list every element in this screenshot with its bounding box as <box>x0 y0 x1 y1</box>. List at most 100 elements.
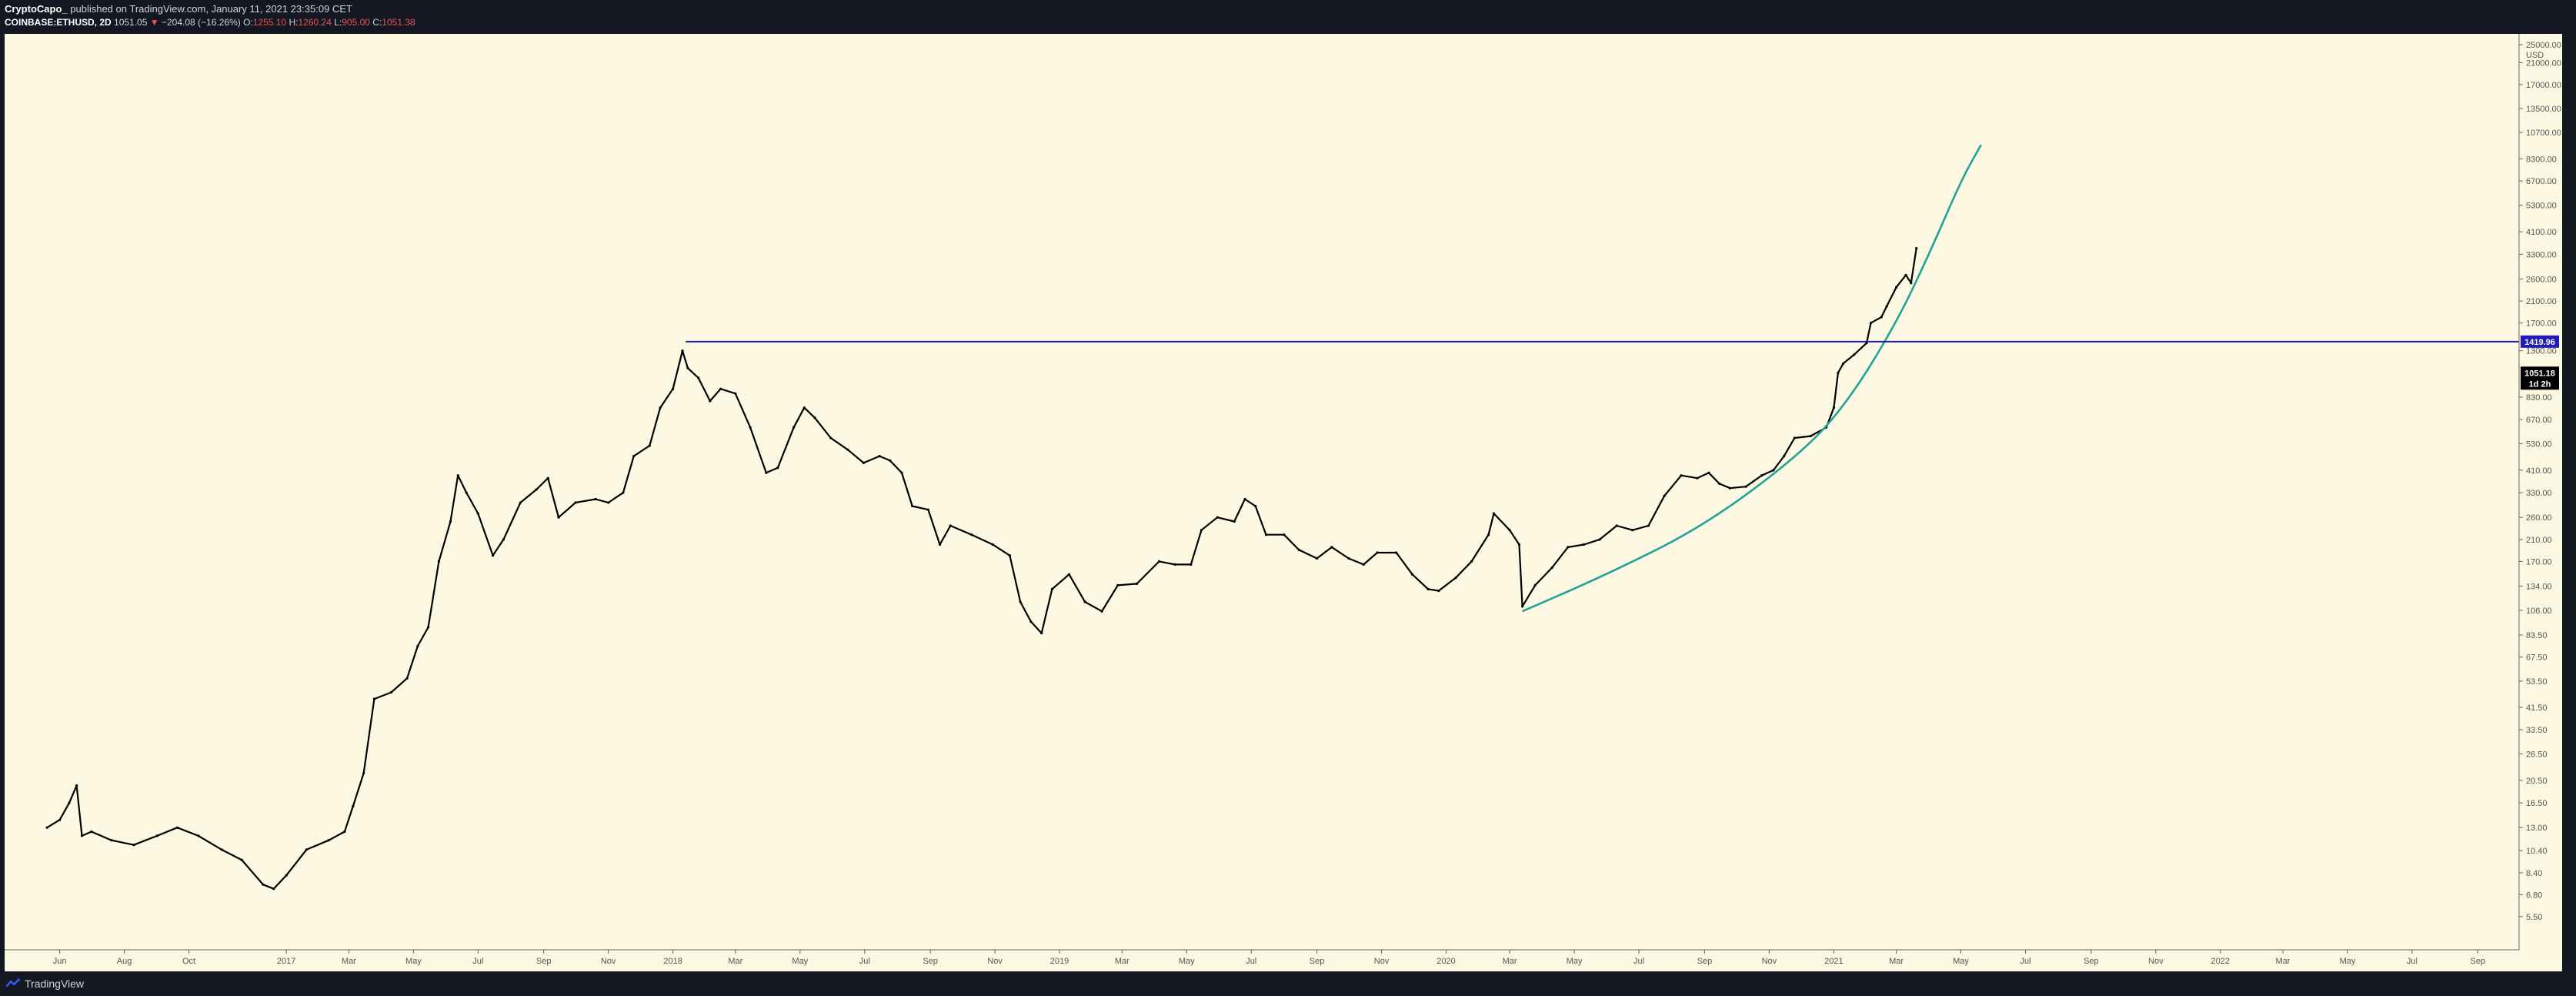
time-tick-label: 2022 <box>2211 957 2230 966</box>
price-point <box>659 406 662 409</box>
price-point <box>970 533 973 536</box>
price-tick-label: 5300.00 <box>2526 202 2557 211</box>
time-tick-label: Sep <box>1697 957 1713 966</box>
price-point <box>75 784 78 787</box>
time-tick-label: Jun <box>53 957 67 966</box>
price-point <box>1083 600 1086 603</box>
price-point <box>1550 566 1553 570</box>
price-tick-label: 2600.00 <box>2526 275 2557 284</box>
price-point <box>262 883 265 886</box>
price-tick-label: 8300.00 <box>2526 155 2557 164</box>
author-name[interactable]: CryptoCapo_ <box>5 3 68 15</box>
price-point <box>1567 546 1570 549</box>
price-point <box>802 406 806 409</box>
chart-area[interactable]: 1419.96 25000.00 21000.00 17000.00 13500.00 1… <box>5 34 2562 971</box>
price-point <box>862 461 865 465</box>
price-point <box>1718 482 1721 486</box>
price-tick-label: 210.00 <box>2526 536 2552 545</box>
price-point <box>1832 406 1835 409</box>
price-point <box>502 538 506 541</box>
price-point <box>132 844 135 847</box>
change-arrow-icon: ▼ <box>149 17 159 28</box>
price-tick-label: 6700.00 <box>2526 177 2557 186</box>
price-tick-label: 53.50 <box>2526 677 2548 687</box>
price-point <box>1116 583 1119 587</box>
time-tick-label: Nov <box>1374 957 1390 966</box>
price-point <box>352 804 355 807</box>
price-tick-label: 25000.00 <box>2526 41 2561 50</box>
price-point <box>1395 551 1398 554</box>
time-tick-label: Sep <box>2471 957 2486 966</box>
price-point <box>1173 563 1176 567</box>
time-tick-label: Aug <box>117 957 132 966</box>
price-point <box>632 455 636 458</box>
price-tick-label: 1700.00 <box>2526 319 2557 329</box>
price-point <box>734 392 737 395</box>
price-point <box>1283 533 1286 536</box>
price-tick-label: 26.50 <box>2526 750 2548 759</box>
price-point <box>449 520 452 523</box>
resistance-label: 1419.96 <box>2524 338 2555 347</box>
price-point <box>58 818 62 821</box>
high-label: H: <box>289 17 299 28</box>
price-point <box>1508 529 1511 532</box>
price-tick-label: 13.00 <box>2526 824 2548 833</box>
time-tick-label: 2021 <box>1824 957 1843 966</box>
price-tick-label: 8.40 <box>2526 869 2542 878</box>
price-axis: 1419.96 25000.00 21000.00 17000.00 13500.00 1… <box>2518 34 2561 950</box>
price-point <box>1744 485 1747 488</box>
price-tick-label: 170.00 <box>2526 557 2552 567</box>
price-tick-label: 530.00 <box>2526 440 2552 449</box>
price-point <box>1793 436 1796 440</box>
time-tick-label: May <box>405 957 422 966</box>
time-tick-label: Mar <box>1115 957 1130 966</box>
time-tick-label: May <box>2340 957 2356 966</box>
price-point <box>622 491 625 494</box>
time-tick-label: Sep <box>2084 957 2099 966</box>
price-point <box>938 543 942 546</box>
price-point <box>1728 486 1731 490</box>
price-point <box>1915 246 1918 250</box>
price-point <box>1067 573 1071 576</box>
price-tick-label: 33.50 <box>2526 726 2548 735</box>
price-tick-label: 10.40 <box>2526 847 2548 856</box>
price-point <box>1492 512 1496 515</box>
price-point <box>1100 610 1103 613</box>
price-tick-label: 13500.00 <box>2526 105 2561 114</box>
symbol-label[interactable]: COINBASE:ETHUSD, 2D <box>5 17 112 28</box>
price-tick-label: 3300.00 <box>2526 250 2557 259</box>
price-point <box>1029 620 1033 623</box>
price-point <box>1869 322 1873 325</box>
price-point <box>1297 548 1300 552</box>
price-point <box>110 839 113 842</box>
price-chart[interactable]: 1419.96 25000.00 21000.00 17000.00 13500.00 1… <box>5 34 2562 971</box>
price-point <box>456 474 459 477</box>
time-tick-label: Mar <box>728 957 742 966</box>
price-point <box>220 848 223 851</box>
tradingview-brand[interactable]: TradingView <box>6 978 84 990</box>
price-point <box>697 376 700 379</box>
last-value: 1051.05 <box>114 17 148 28</box>
price-tick-label: 2100.00 <box>2526 297 2557 306</box>
price-point <box>1615 524 1618 527</box>
price-point <box>1243 497 1246 501</box>
price-point <box>949 524 952 527</box>
price-point <box>45 826 48 829</box>
price-point <box>1454 577 1457 580</box>
price-point <box>574 501 577 504</box>
price-point <box>1598 538 1601 541</box>
time-tick-label: Sep <box>1310 957 1325 966</box>
price-unit-label: USD <box>2526 51 2544 60</box>
price-tick-label: 67.50 <box>2526 653 2548 663</box>
time-tick-label: May <box>1953 957 1969 966</box>
price-point <box>1663 494 1666 497</box>
price-point <box>991 543 994 546</box>
ohlc-line: COINBASE:ETHUSD, 2D 1051.05 ▼ −204.08 (−… <box>5 17 415 28</box>
price-point <box>776 466 779 470</box>
price-point <box>1885 305 1888 308</box>
price-point <box>1707 471 1710 474</box>
price-point <box>1837 371 1840 374</box>
chart-header: CryptoCapo_ published on TradingView.com… <box>0 0 2576 34</box>
time-tick-label: Jul <box>472 957 483 966</box>
price-point <box>1647 524 1650 527</box>
